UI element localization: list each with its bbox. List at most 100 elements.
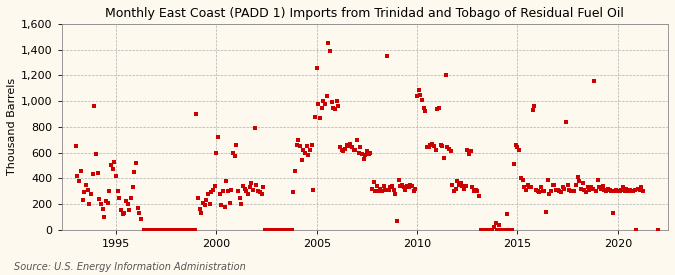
Point (184, 228, 195, 232)
Point (375, 186, 385, 191)
Point (462, 148, 472, 152)
Point (479, 228, 489, 232)
Point (159, 228, 170, 232)
Point (169, 228, 180, 232)
Point (109, 160, 119, 164)
Point (290, 168, 300, 173)
Point (408, 189, 419, 193)
Point (365, 150, 376, 155)
Point (338, 149, 349, 153)
Point (154, 228, 165, 232)
Point (527, 108, 538, 112)
Point (89, 104, 100, 108)
Point (437, 144, 448, 148)
Point (413, 87, 424, 92)
Point (233, 189, 244, 193)
Point (213, 135, 223, 139)
Point (509, 162, 520, 166)
Point (541, 210, 551, 214)
Text: Source: U.S. Energy Information Administration: Source: U.S. Energy Information Administ… (14, 262, 245, 272)
Point (161, 228, 171, 232)
Point (163, 228, 173, 232)
Point (263, 228, 273, 232)
Point (549, 183, 560, 187)
Point (238, 184, 248, 188)
Point (156, 228, 167, 232)
Point (216, 203, 227, 208)
Point (288, 190, 299, 195)
Point (517, 177, 528, 182)
Point (410, 186, 421, 191)
Point (404, 185, 414, 189)
Point (328, 105, 339, 110)
Point (248, 188, 259, 192)
Point (412, 94, 423, 98)
Point (296, 158, 307, 163)
Point (308, 188, 319, 192)
Point (504, 228, 514, 232)
Point (547, 183, 558, 187)
Point (217, 189, 228, 193)
Point (132, 206, 143, 210)
Point (472, 189, 483, 193)
Point (128, 185, 138, 189)
Point (566, 189, 576, 193)
Point (140, 228, 151, 232)
Point (608, 211, 618, 215)
Point (576, 186, 587, 191)
Point (121, 199, 132, 204)
Point (234, 196, 245, 200)
Point (310, 114, 321, 119)
Point (497, 228, 508, 232)
Point (602, 186, 613, 191)
Point (405, 183, 416, 187)
Point (394, 177, 404, 182)
Point (112, 189, 123, 193)
Point (609, 189, 620, 193)
Point (430, 148, 441, 152)
Point (551, 188, 562, 192)
Point (124, 208, 135, 213)
Point (569, 189, 580, 193)
Point (119, 211, 130, 215)
Point (458, 186, 469, 191)
Point (500, 228, 511, 232)
Point (126, 196, 136, 200)
Point (385, 185, 396, 189)
Point (223, 189, 234, 193)
Point (587, 186, 598, 191)
Point (268, 228, 279, 232)
Point (631, 228, 642, 232)
Point (276, 228, 287, 232)
Point (219, 204, 230, 209)
Point (397, 183, 408, 187)
Point (252, 189, 263, 193)
Point (246, 181, 257, 186)
Point (593, 177, 603, 182)
Point (529, 104, 539, 108)
Point (293, 138, 304, 142)
Point (460, 184, 471, 188)
Point (506, 228, 516, 232)
Point (279, 228, 290, 232)
Point (99, 215, 109, 219)
Point (107, 167, 118, 172)
Point (102, 200, 113, 205)
Point (447, 183, 458, 187)
Point (320, 101, 331, 106)
Point (443, 147, 454, 151)
Point (306, 143, 317, 147)
Point (285, 228, 296, 232)
Point (129, 170, 140, 174)
Point (92, 171, 103, 175)
Point (230, 154, 240, 159)
Point (269, 228, 280, 232)
Point (275, 228, 286, 232)
Point (171, 228, 182, 232)
Point (418, 105, 429, 110)
Point (191, 112, 202, 116)
Point (416, 98, 427, 102)
Point (117, 212, 128, 216)
Point (381, 54, 392, 58)
Point (209, 184, 220, 188)
